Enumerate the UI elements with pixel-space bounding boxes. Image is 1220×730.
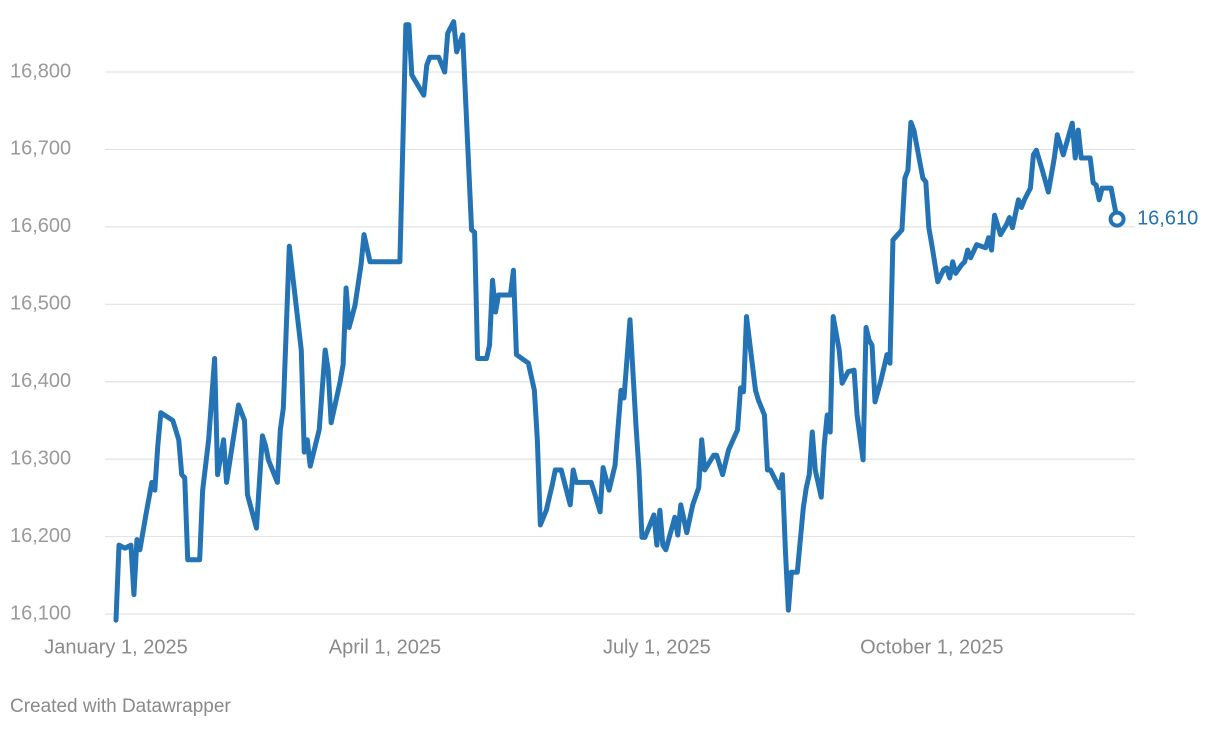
y-tick-label: 16,500 [10,293,71,315]
x-tick-label: April 1, 2025 [329,636,441,658]
y-tick-label: 16,300 [10,447,71,469]
end-label: 16,610 [1137,207,1198,229]
footer: Created with Datawrapper [10,696,231,717]
y-tick-label: 16,700 [10,138,71,160]
y-tick-label: 16,100 [10,602,71,624]
y-tick-label: 16,400 [10,370,71,392]
x-tick-label: January 1, 2025 [44,636,187,658]
end-marker [1108,210,1126,228]
line [113,19,1120,623]
y-tick-label: 16,800 [10,60,71,82]
x-tick-label: July 1, 2025 [603,636,711,658]
y-tick-label: 16,200 [10,525,71,547]
y-tick-label: 16,600 [10,215,71,237]
x-tick-label: October 1, 2025 [860,636,1003,658]
